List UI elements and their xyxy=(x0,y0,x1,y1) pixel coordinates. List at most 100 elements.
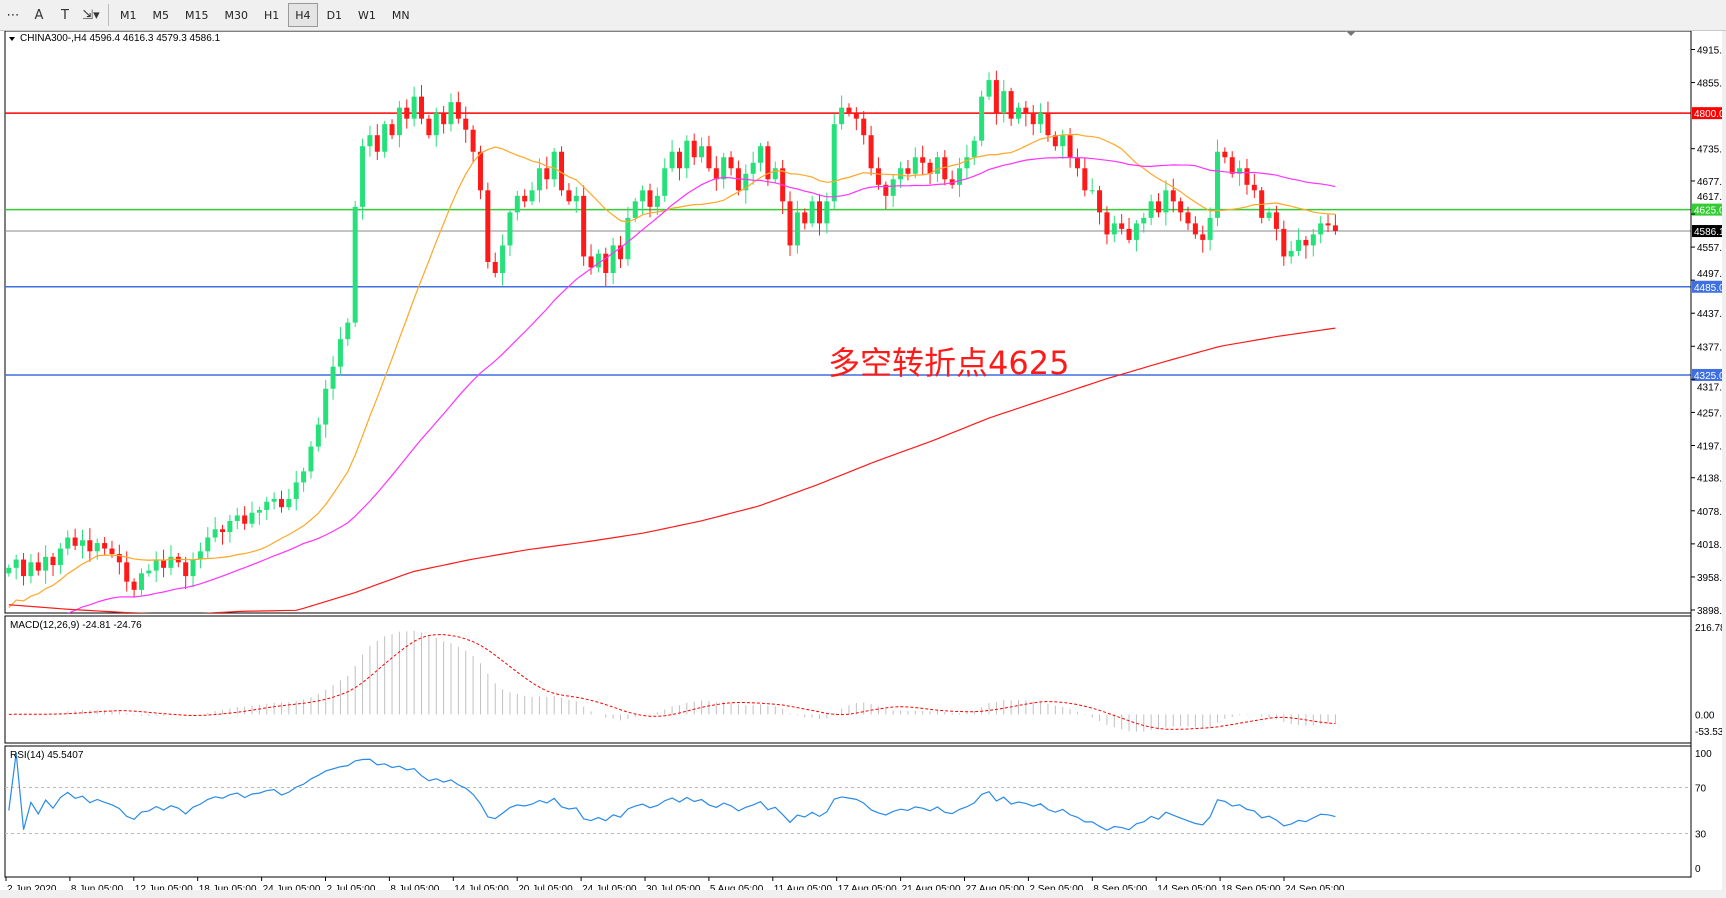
timeframe-h4-button[interactable]: H4 xyxy=(288,3,318,27)
candle-body xyxy=(964,157,970,169)
ma-slow-line xyxy=(8,327,1336,613)
candle-body xyxy=(1067,135,1073,158)
candle-body xyxy=(979,96,985,141)
candle-body xyxy=(1222,151,1228,158)
candle-body xyxy=(942,157,948,180)
candle-body xyxy=(1008,91,1014,119)
candle-body xyxy=(1082,168,1088,191)
candle-body xyxy=(1229,157,1235,174)
candle-body xyxy=(72,537,78,546)
candle-body xyxy=(190,559,196,577)
candle-body xyxy=(758,146,764,163)
price-tick-label: 4317.0 xyxy=(1697,382,1726,393)
candle-body xyxy=(301,471,307,483)
candle-body xyxy=(1251,184,1257,191)
candle-body xyxy=(728,157,734,169)
ma-mid-line xyxy=(67,156,1336,613)
timeframe-d1-button[interactable]: D1 xyxy=(326,8,343,22)
timeframe-m15-button[interactable]: M15 xyxy=(185,8,209,22)
price-tick-label: 4377.0 xyxy=(1697,342,1726,353)
level-label: 4325.0 xyxy=(1694,371,1725,382)
candle-body xyxy=(927,162,933,174)
candle-body xyxy=(1192,223,1198,235)
arrows-icon[interactable]: ⇲▾ xyxy=(82,7,100,23)
candle-body xyxy=(470,129,476,152)
time-axis-label: 2 Jul 05:00 xyxy=(327,884,376,890)
candle-body xyxy=(1119,223,1125,229)
candle-body xyxy=(1104,212,1110,235)
macd-signal-line xyxy=(8,634,1336,730)
grid-icon[interactable]: ⋯ xyxy=(6,7,20,23)
rsi-tick-label: 0 xyxy=(1695,864,1701,875)
candle-body xyxy=(212,529,218,538)
candle-body xyxy=(256,509,262,513)
candle-body xyxy=(912,157,918,174)
price-tick-label: 4915.5 xyxy=(1697,46,1726,57)
level-badge xyxy=(1692,225,1726,238)
level-label: 4800.0 xyxy=(1694,109,1725,120)
time-axis-label: 2 Jun 2020 xyxy=(7,884,57,890)
macd-tick-label: 216.78 xyxy=(1695,623,1726,634)
toolbar-separator xyxy=(108,4,109,26)
time-axis-label: 12 Jun 05:00 xyxy=(135,884,193,890)
time-axis-label: 14 Sep 05:00 xyxy=(1157,884,1217,890)
candle-body xyxy=(1030,113,1036,125)
candle-body xyxy=(1133,223,1139,240)
time-axis-label: 20 Jul 05:00 xyxy=(518,884,573,890)
candle-body xyxy=(1244,168,1250,185)
timeframe-m5-button[interactable]: M5 xyxy=(152,8,170,22)
price-tick-label: 4257.0 xyxy=(1697,408,1726,419)
candle-body xyxy=(934,157,940,174)
timeframe-m1-button[interactable]: M1 xyxy=(120,8,137,22)
candle-body xyxy=(1288,250,1294,257)
timeframe-h1-button[interactable]: H1 xyxy=(264,8,280,22)
timeframe-w1-button[interactable]: W1 xyxy=(358,8,376,22)
candle-body xyxy=(426,118,432,136)
candle-body xyxy=(1074,157,1080,169)
timeframe-m30-button[interactable]: M30 xyxy=(224,8,249,22)
chart-window[interactable]: 4800.0 4625.0 4586.1 4485.0 4325.0 4915.5 4855… xyxy=(0,31,1726,890)
collapse-triangle-icon xyxy=(9,37,15,41)
time-axis-label: 8 Jun 05:00 xyxy=(71,884,124,890)
candle-body xyxy=(234,515,240,521)
candle-body xyxy=(971,140,977,158)
timeframe-mn-button[interactable]: MN xyxy=(391,8,410,22)
price-tick-label: 4497.0 xyxy=(1697,269,1726,280)
candle-body xyxy=(898,168,904,180)
text-label-icon[interactable]: T xyxy=(61,7,69,23)
candle-body xyxy=(743,173,749,191)
candle-body xyxy=(161,559,167,568)
candle-body xyxy=(654,195,660,207)
candle-body xyxy=(1178,201,1184,213)
time-axis-label: 21 Aug 05:00 xyxy=(902,884,961,890)
candle-body xyxy=(500,245,506,273)
candle-body xyxy=(382,124,388,152)
candle-body xyxy=(183,562,189,577)
price-tick-label: 4617.0 xyxy=(1697,192,1726,203)
candle-body xyxy=(315,424,321,447)
annotation-text: 多空转折点4625 xyxy=(828,344,1069,382)
candle-body xyxy=(286,498,292,508)
candle-body xyxy=(507,212,513,246)
level-label: 4586.1 xyxy=(1694,227,1725,238)
candle-body xyxy=(1170,190,1176,202)
main-pane xyxy=(4,31,1692,614)
candle-body xyxy=(522,195,528,202)
candle-body xyxy=(345,322,351,340)
time-axis-label: 17 Aug 05:00 xyxy=(838,884,897,890)
candle-body xyxy=(441,113,447,125)
candle-body xyxy=(308,446,314,472)
candle-body xyxy=(846,107,852,114)
candle-body xyxy=(794,212,800,246)
candle-body xyxy=(35,562,41,571)
candle-body xyxy=(1089,190,1095,192)
candle-body xyxy=(632,201,638,218)
text-a-icon[interactable]: A xyxy=(34,7,44,23)
candle-body xyxy=(514,195,520,213)
candle-body xyxy=(573,195,579,202)
candle-body xyxy=(1126,228,1132,240)
candle-body xyxy=(536,168,542,191)
candle-body xyxy=(80,540,85,546)
candle-body xyxy=(1141,217,1147,224)
candle-body xyxy=(817,201,822,224)
